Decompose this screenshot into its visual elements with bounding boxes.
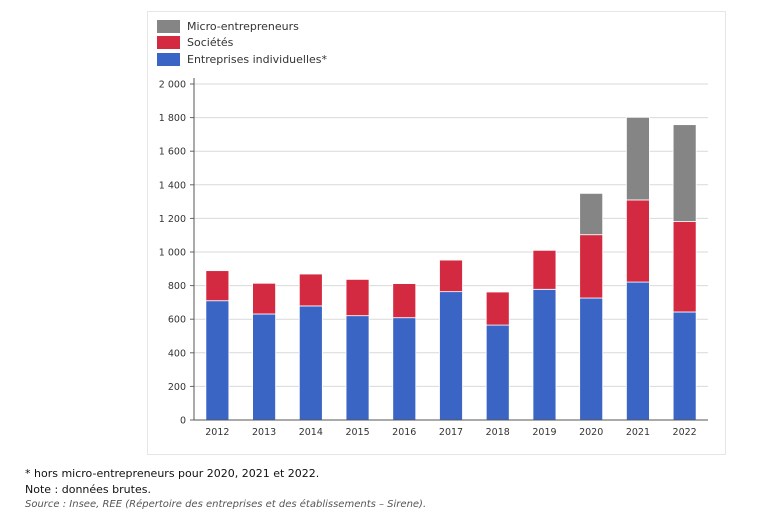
y-tick-label: 800 <box>168 281 186 292</box>
bar-entreprises-individuelles-2017 <box>439 291 463 421</box>
legend-label: Sociétés <box>187 36 234 50</box>
x-tick-label: 2015 <box>345 427 369 438</box>
bar-micro-entrepreneurs-2021 <box>626 116 650 201</box>
bar-entreprises-individuelles-2022 <box>672 311 697 421</box>
x-tick-label: 2014 <box>299 427 323 438</box>
bar-soci-t-s-2020 <box>579 234 604 299</box>
y-tick-label: 1 600 <box>159 147 186 158</box>
bar-entreprises-individuelles-2012 <box>205 300 230 421</box>
bars <box>205 116 697 421</box>
legend-item-societes: Sociétés <box>157 35 327 52</box>
chart-legend: Micro-entrepreneurs Sociétés Entreprises… <box>157 18 327 68</box>
bar-entreprises-individuelles-2020 <box>579 297 604 421</box>
y-tick-label: 600 <box>168 315 186 326</box>
bar-entreprises-individuelles-2019 <box>532 288 557 421</box>
bar-soci-t-s-2013 <box>252 282 276 315</box>
bar-entreprises-individuelles-2014 <box>298 305 323 421</box>
bar-soci-t-s-2014 <box>298 273 323 307</box>
legend-swatch-micro-entrepreneurs <box>157 19 180 33</box>
x-tick-label: 2019 <box>532 427 556 438</box>
bar-entreprises-individuelles-2013 <box>252 313 276 421</box>
y-tick-label: 2 000 <box>159 80 186 91</box>
x-tick-label: 2012 <box>205 427 229 438</box>
bar-entreprises-individuelles-2015 <box>345 315 370 421</box>
x-tick-label: 2020 <box>579 427 603 438</box>
bar-entreprises-individuelles-2018 <box>485 324 510 421</box>
y-tick-label: 0 <box>180 416 186 427</box>
x-tick-label: 2017 <box>439 427 463 438</box>
y-axis-ticks: 0 200 400 600 800 1 000 1 200 1 400 1 600 1 800 2 … <box>159 80 194 427</box>
legend-label: Micro-entrepreneurs <box>187 19 299 33</box>
bar-entreprises-individuelles-2016 <box>392 317 417 421</box>
y-tick-label: 1 400 <box>159 180 186 191</box>
bar-soci-t-s-2018 <box>485 291 510 326</box>
x-tick-label: 2021 <box>626 427 650 438</box>
bar-soci-t-s-2015 <box>345 278 370 317</box>
bar-soci-t-s-2017 <box>439 259 463 293</box>
legend-item-entreprises-individuelles: Entreprises individuelles* <box>157 51 327 68</box>
y-tick-label: 400 <box>168 348 186 359</box>
bar-soci-t-s-2021 <box>626 199 650 283</box>
y-tick-label: 1 800 <box>159 113 186 124</box>
legend-label: Entreprises individuelles* <box>187 52 328 66</box>
bar-micro-entrepreneurs-2020 <box>579 192 604 236</box>
x-tick-label: 2022 <box>673 427 697 438</box>
footnote: * hors micro-entrepreneurs pour 2020, 20… <box>25 467 320 480</box>
x-tick-label: 2016 <box>392 427 416 438</box>
chart-notes: * hors micro-entrepreneurs pour 2020, 20… <box>25 466 426 513</box>
legend-swatch-societes <box>157 36 180 50</box>
note: Note : données brutes. <box>25 482 151 496</box>
x-tick-label: 2018 <box>486 427 510 438</box>
bar-soci-t-s-2022 <box>672 221 697 313</box>
bar-soci-t-s-2016 <box>392 283 417 319</box>
x-tick-label: 2013 <box>252 427 276 438</box>
legend-item-micro-entrepreneurs: Micro-entrepreneurs <box>157 18 327 35</box>
y-tick-label: 1 200 <box>159 214 186 225</box>
bar-entreprises-individuelles-2021 <box>626 281 650 421</box>
y-tick-label: 1 000 <box>159 248 186 259</box>
x-axis-ticks: 2012 2013 2014 2015 2016 2017 2018 2019 2020 2021… <box>205 427 696 438</box>
bar-micro-entrepreneurs-2022 <box>672 124 697 222</box>
bar-soci-t-s-2012 <box>205 270 230 302</box>
y-tick-label: 200 <box>168 382 186 393</box>
bar-soci-t-s-2019 <box>532 249 557 290</box>
legend-swatch-entreprises-individuelles <box>157 52 180 66</box>
source: Source : Insee, REE (Répertoire des entr… <box>25 499 427 510</box>
